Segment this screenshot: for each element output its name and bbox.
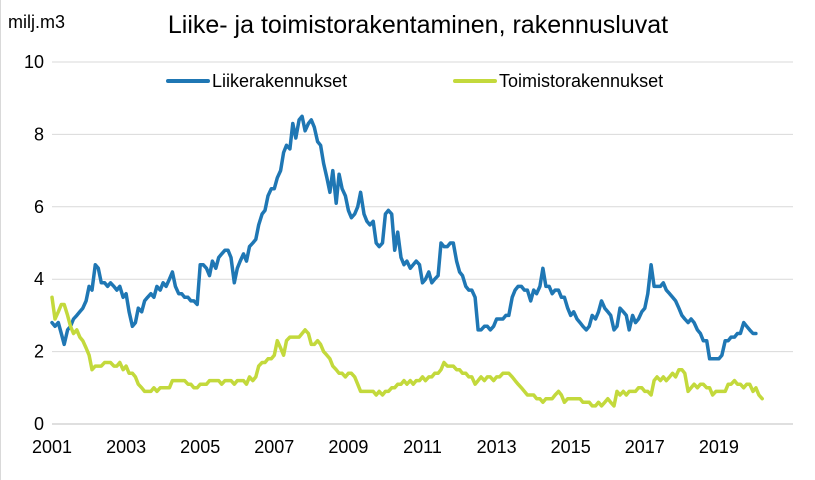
series-line-1: [50, 114, 758, 361]
legend-label-2: Toimistorakennukset: [499, 71, 663, 91]
x-tick-label: 2001: [32, 437, 72, 457]
y-tick-label: 0: [34, 414, 44, 434]
x-tick-label: 2003: [106, 437, 146, 457]
left-border-rule: [0, 0, 1, 480]
y-axis-tick-labels: 0 2 4 6 8 10: [24, 52, 44, 434]
x-tick-label: 2009: [328, 437, 368, 457]
series-line-2: [50, 295, 764, 408]
y-tick-label: 8: [34, 124, 44, 144]
y-tick-label: 2: [34, 342, 44, 362]
x-tick-label: 2013: [477, 437, 517, 457]
y-tick-label: 6: [34, 197, 44, 217]
y-axis-unit-label: milj.m3: [8, 12, 65, 32]
x-tick-label: 2005: [180, 437, 220, 457]
x-tick-label: 2007: [254, 437, 294, 457]
x-tick-label: 2019: [699, 437, 739, 457]
y-tick-label: 10: [24, 52, 44, 72]
x-tick-label: 2017: [625, 437, 665, 457]
legend-label-1: Liikerakennukset: [212, 71, 347, 91]
legend: Liikerakennukset Toimistorakennukset: [166, 71, 663, 91]
x-tick-label: 2015: [551, 437, 591, 457]
series-lines: [50, 114, 764, 408]
y-tick-label: 4: [34, 269, 44, 289]
x-axis-tick-labels: 2001 2003 2005 2007 2009 2011 2013 2015 2017 2019: [32, 437, 739, 457]
chart-title: Liike- ja toimistorakentaminen, rakennus…: [168, 11, 668, 39]
x-tick-label: 2011: [403, 437, 442, 457]
